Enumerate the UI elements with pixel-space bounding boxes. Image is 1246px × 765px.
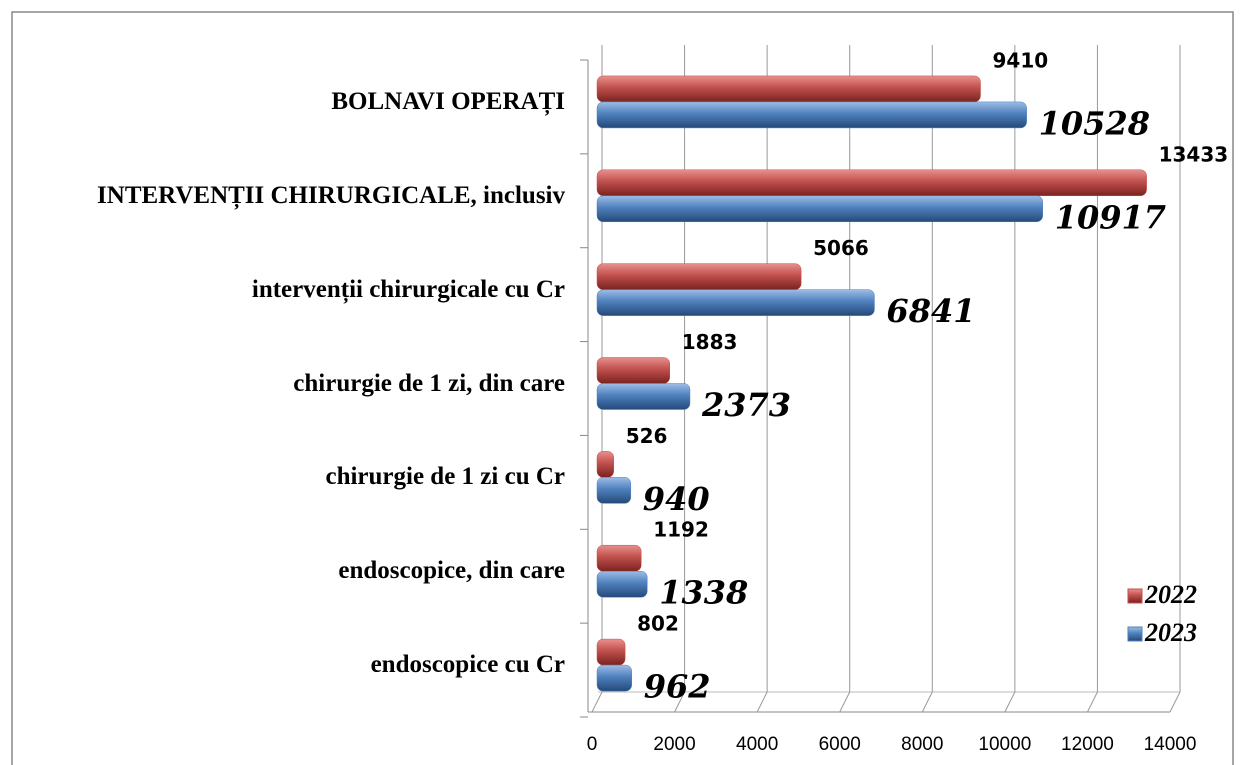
category-label: endoscopice, din care	[45, 554, 565, 588]
bar	[596, 263, 802, 290]
data-label: 962	[644, 668, 711, 706]
data-label: 9410	[992, 48, 1048, 72]
data-label: 10528	[1039, 104, 1150, 142]
category-text: endoscopice cu Cr	[370, 651, 565, 679]
bar	[596, 169, 1147, 197]
x-tick-label: 12000	[1061, 734, 1114, 755]
legend-label: 2023	[1144, 618, 1197, 647]
data-label: 13433	[1159, 142, 1229, 166]
bar	[596, 195, 1043, 223]
grid-line	[1169, 45, 1181, 713]
category-label: BOLNAVI OPERAȚI	[45, 85, 565, 119]
data-label: 1192	[653, 518, 709, 542]
data-label: 6841	[886, 292, 975, 330]
grid-line	[1086, 45, 1098, 713]
category-text: BOLNAVI OPERAȚI	[331, 87, 565, 115]
data-label: 526	[626, 424, 668, 448]
bar	[596, 477, 632, 504]
bar	[596, 75, 981, 103]
bar	[596, 570, 648, 598]
bar	[596, 357, 670, 384]
x-tick-label: 0	[587, 734, 598, 755]
grid-line	[591, 45, 603, 713]
data-label: 1883	[682, 330, 738, 354]
bar	[596, 451, 614, 478]
bar	[596, 638, 626, 666]
bar	[596, 383, 691, 410]
grid-line	[1004, 45, 1016, 713]
data-label: 940	[643, 480, 710, 518]
data-label: 1338	[659, 574, 748, 612]
category-label: endoscopice cu Cr	[45, 648, 565, 682]
legend-swatch	[1127, 588, 1143, 604]
x-tick-label: 10000	[978, 734, 1031, 755]
x-tick-label: 6000	[819, 734, 861, 755]
bar	[596, 289, 875, 316]
x-tick-label: 8000	[901, 734, 943, 755]
legend-label: 2022	[1144, 580, 1197, 609]
category-text: intervenții chirurgicale cu Cr	[251, 275, 565, 303]
legend-swatch	[1127, 626, 1143, 642]
grid-line	[921, 45, 933, 713]
chart-border	[11, 11, 1234, 765]
bar	[596, 101, 1027, 129]
category-label: chirurgie de 1 zi, din care	[45, 367, 565, 401]
category-text: chirurgie de 1 zi, din care	[293, 369, 565, 397]
grid-line	[674, 45, 686, 713]
data-label: 10917	[1055, 198, 1166, 236]
data-label: 5066	[813, 236, 869, 260]
category-text: INTERVENȚII CHIRURGICALE, inclusiv	[97, 181, 565, 209]
category-label: chirurgie de 1 zi cu Cr	[45, 460, 565, 494]
bar	[596, 664, 632, 692]
grid-line	[756, 45, 768, 713]
category-label: intervenții chirurgicale cu Cr	[45, 273, 565, 307]
data-label: 2373	[701, 386, 791, 424]
category-text: chirurgie de 1 zi cu Cr	[325, 463, 565, 491]
x-tick-label: 4000	[736, 734, 778, 755]
grid-line	[839, 45, 851, 713]
x-tick-label: 2000	[653, 734, 695, 755]
x-tick-label: 14000	[1144, 734, 1197, 755]
bar	[596, 544, 642, 572]
data-label: 802	[637, 612, 679, 636]
category-text: endoscopice, din care	[338, 557, 565, 585]
category-label: INTERVENȚII CHIRURGICALE, inclusiv	[45, 179, 565, 213]
